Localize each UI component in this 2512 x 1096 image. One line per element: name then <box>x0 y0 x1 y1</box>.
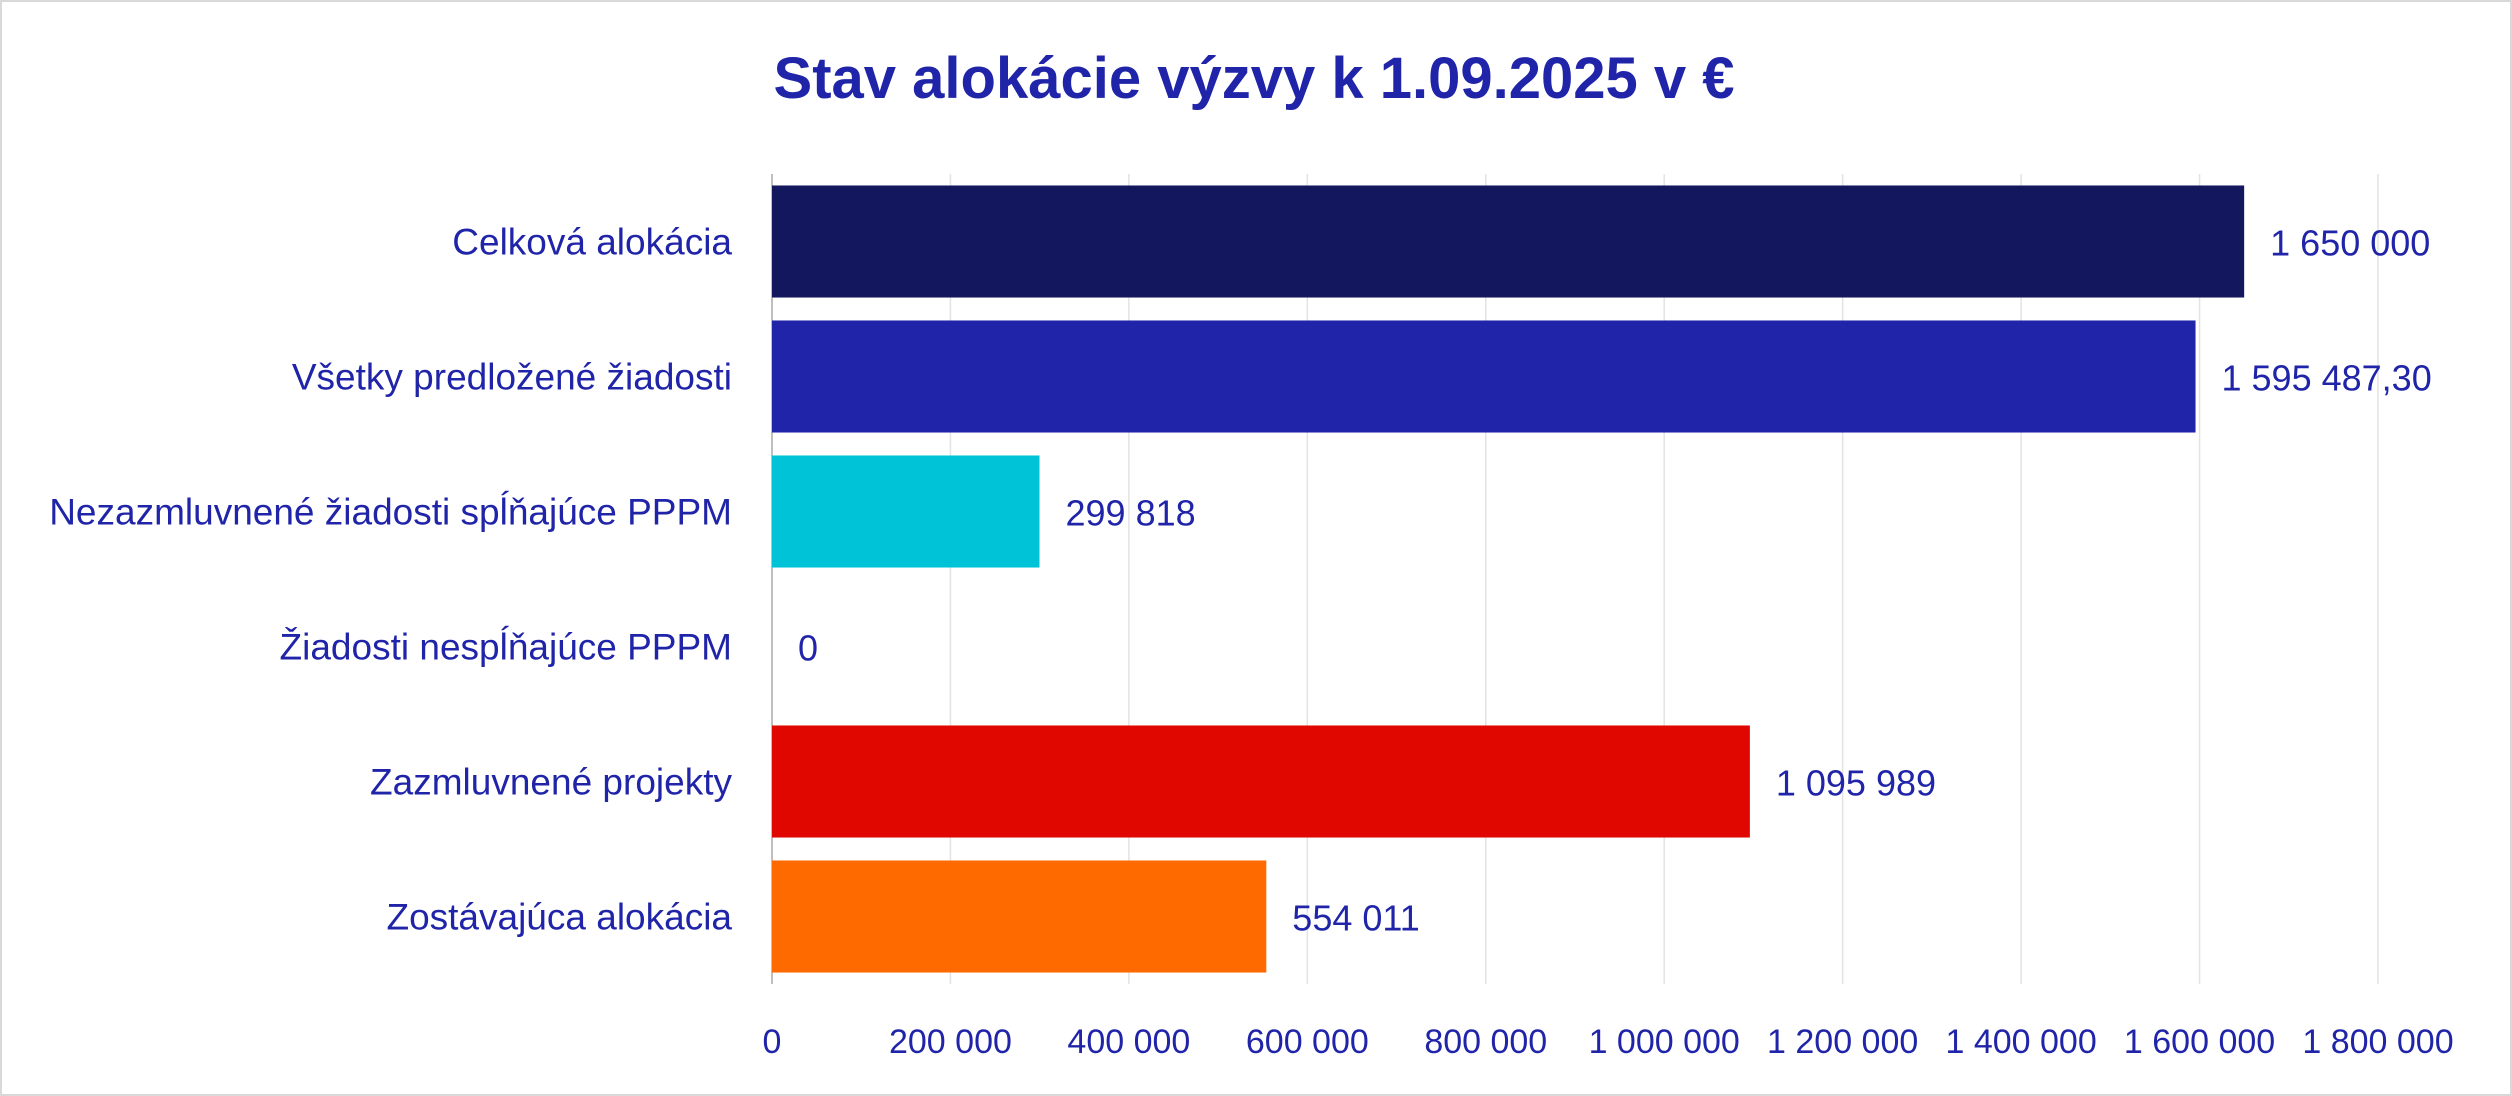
bar <box>772 860 1267 973</box>
bar <box>772 320 2196 433</box>
x-tick-label: 0 <box>763 1023 782 1061</box>
x-tick-label: 1 800 000 <box>2302 1023 2453 1061</box>
chart-title: Stav alokácie výzvy k 1.09.2025 v € <box>774 46 1735 111</box>
bar <box>772 455 1040 568</box>
gridlines <box>771 174 2379 984</box>
x-axis-tick-labels: 0 200 000 400 000 600 000 800 000 1 000 000 1 … <box>763 1023 2454 1061</box>
category-label: Žiadosti nespĺňajúce PPPM <box>280 626 732 668</box>
category-label: Celková alokácia <box>452 222 732 263</box>
x-tick-label: 1 000 000 <box>1589 1023 1740 1061</box>
data-labels: 1 650 000 1 595 487,30 299 818 0 1 095 989 55… <box>798 223 2432 939</box>
x-tick-label: 1 400 000 <box>1945 1023 2096 1061</box>
x-tick-label: 600 000 <box>1246 1023 1369 1061</box>
bar <box>772 725 1750 838</box>
x-tick-label: 200 000 <box>889 1023 1012 1061</box>
bar <box>772 185 2245 298</box>
category-label: Zazmluvnené projekty <box>370 762 732 803</box>
data-label: 0 <box>798 628 818 669</box>
bars <box>772 185 2245 973</box>
x-tick-label: 1 600 000 <box>2124 1023 2275 1061</box>
category-label: Nezazmluvnené žiadosti spĺňajúce PPPM <box>49 491 732 533</box>
x-tick-label: 400 000 <box>1067 1023 1190 1061</box>
data-label: 1 595 487,30 <box>2222 358 2432 399</box>
data-label: 1 095 989 <box>1776 763 1936 804</box>
data-label: 554 011 <box>1292 898 1419 939</box>
data-label: 299 818 <box>1066 493 1196 534</box>
x-tick-label: 1 200 000 <box>1767 1023 1918 1061</box>
category-labels: Celková alokácia Všetky predložené žiados… <box>49 222 732 938</box>
category-label: Zostávajúca alokácia <box>386 897 732 938</box>
data-label: 1 650 000 <box>2270 223 2430 264</box>
category-label: Všetky predložené žiadosti <box>292 357 732 398</box>
x-tick-label: 800 000 <box>1424 1023 1547 1061</box>
